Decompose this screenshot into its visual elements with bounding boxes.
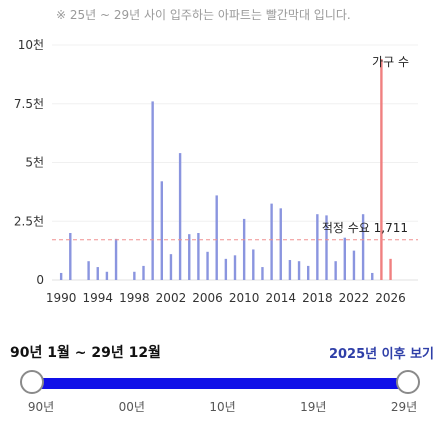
bar[interactable] xyxy=(178,153,182,280)
bar[interactable] xyxy=(188,234,191,280)
x-tick-label: 2014 xyxy=(265,291,296,305)
bar[interactable] xyxy=(206,251,209,280)
x-tick-label: 2002 xyxy=(156,291,187,305)
slider-end-handle[interactable] xyxy=(396,370,420,394)
bar[interactable] xyxy=(252,249,255,280)
chart-bars xyxy=(59,59,392,281)
bar[interactable] xyxy=(114,238,118,280)
bar[interactable] xyxy=(96,267,99,280)
x-tick-label: 2026 xyxy=(375,291,406,305)
bar[interactable] xyxy=(142,265,145,280)
bar[interactable] xyxy=(169,254,173,280)
future-bar[interactable] xyxy=(389,258,392,280)
slider-track[interactable] xyxy=(32,378,410,389)
x-tick-label: 2006 xyxy=(192,291,223,305)
bar[interactable] xyxy=(343,237,346,280)
range-header: 90년 1월 ~ 29년 12월 2025년 이후 보기 xyxy=(10,342,434,364)
bar[interactable] xyxy=(69,233,72,280)
bar[interactable] xyxy=(334,261,337,280)
bar[interactable] xyxy=(224,258,228,280)
bar[interactable] xyxy=(197,233,200,280)
bar[interactable] xyxy=(133,271,136,280)
y-tick-label: 2.5천 xyxy=(14,213,44,228)
bar[interactable] xyxy=(307,265,310,280)
after-2025-link[interactable]: 2025년 이후 보기 xyxy=(328,347,434,362)
bar[interactable] xyxy=(261,267,264,280)
x-tick-label: 2010 xyxy=(229,291,260,305)
slider-tick-label: 19년 xyxy=(300,400,327,414)
bar[interactable] xyxy=(361,214,365,280)
bar[interactable] xyxy=(270,203,273,280)
x-tick-label: 1994 xyxy=(82,291,113,305)
bar[interactable] xyxy=(151,101,154,281)
slider-selected-range xyxy=(32,378,410,389)
bar[interactable] xyxy=(297,261,301,280)
x-tick-label: 1990 xyxy=(46,291,77,305)
household-bar-chart: 0 2.5천 5천 7.5천 10천 1990 1994 1998 2002 2006 2010 2… xyxy=(14,37,418,305)
bar[interactable] xyxy=(215,195,218,280)
x-axis: 1990 1994 1998 2002 2006 2010 2014 2018 2022 2026 xyxy=(46,291,406,305)
y-tick-label: 5천 xyxy=(25,155,44,170)
slider-tick-label: 90년 xyxy=(27,400,55,414)
y-tick-label: 7.5천 xyxy=(14,96,44,111)
bar[interactable] xyxy=(371,272,374,280)
y-tick-label: 0 xyxy=(36,273,44,287)
bar[interactable] xyxy=(279,208,282,280)
bar[interactable] xyxy=(87,261,90,280)
range-title: 90년 1월 ~ 29년 12월 xyxy=(10,345,161,361)
year-range-slider[interactable] xyxy=(18,366,424,402)
bar[interactable] xyxy=(316,214,319,280)
x-tick-label: 1998 xyxy=(119,291,150,305)
chart-note: ※ 25년 ~ 29년 사이 입주하는 아파트는 빨간막대 입니다. xyxy=(56,8,351,22)
reference-label: 적정 수요 1,711 xyxy=(322,221,408,235)
future-bar[interactable] xyxy=(380,59,383,280)
bar[interactable] xyxy=(242,218,246,280)
x-tick-label: 2018 xyxy=(302,291,333,305)
bar[interactable] xyxy=(105,271,109,280)
x-tick-label: 2022 xyxy=(339,291,370,305)
y-axis: 0 2.5천 5천 7.5천 10천 xyxy=(14,37,44,287)
slider-tick-labels: 90년 00년 10년 19년 29년 xyxy=(0,398,446,418)
slider-tick-label: 00년 xyxy=(118,400,145,414)
y-tick-label: 10천 xyxy=(18,37,44,52)
bar[interactable] xyxy=(352,250,356,280)
bar[interactable] xyxy=(233,255,237,280)
slider-start-handle[interactable] xyxy=(20,370,44,394)
bar[interactable] xyxy=(288,260,292,280)
households-label: 가구 수 xyxy=(372,55,409,69)
slider-tick-label: 29년 xyxy=(390,400,418,414)
bar[interactable] xyxy=(160,181,163,280)
bar[interactable] xyxy=(59,272,63,280)
slider-tick-label: 10년 xyxy=(209,400,236,414)
bar[interactable] xyxy=(325,215,328,280)
